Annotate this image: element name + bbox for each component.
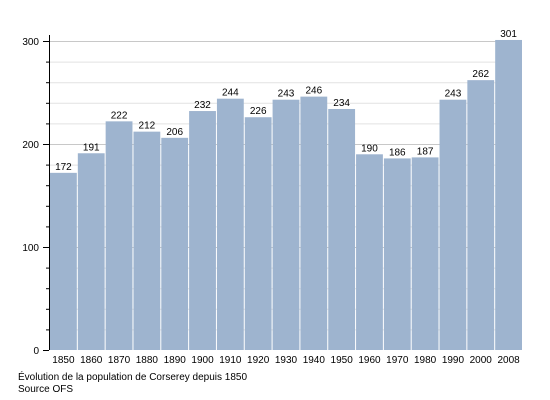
bar — [383, 158, 411, 350]
bar — [495, 39, 522, 350]
x-tick-label: 1950 — [331, 355, 354, 366]
bar — [244, 117, 272, 350]
x-tick-label: 1990 — [442, 355, 465, 366]
bar-value-label: 243 — [278, 89, 295, 100]
bar-value-label: 191 — [83, 142, 100, 153]
bar-value-label: 206 — [166, 127, 183, 138]
bar-value-label: 186 — [389, 147, 406, 158]
x-tick-label: 1880 — [136, 355, 159, 366]
x-tick-label: 1850 — [52, 355, 75, 366]
x-tick-label: 1860 — [80, 355, 103, 366]
x-tick-label: 1870 — [108, 355, 131, 366]
bar-value-label: 212 — [139, 121, 156, 132]
bar — [328, 108, 356, 350]
bar-value-label: 246 — [305, 86, 322, 97]
bar — [439, 99, 467, 351]
bar — [467, 80, 495, 350]
x-tick-label: 1900 — [191, 355, 214, 366]
bar-value-label: 301 — [500, 29, 517, 40]
bar — [356, 154, 383, 350]
x-tick-label: 1930 — [275, 355, 298, 366]
x-tick-label: 1940 — [303, 355, 326, 366]
bar-value-label: 232 — [194, 100, 211, 111]
x-tick-label: 1970 — [386, 355, 409, 366]
bar — [77, 153, 105, 350]
x-tick-label: 1910 — [219, 355, 242, 366]
bar — [105, 121, 133, 350]
bar-value-label: 262 — [472, 69, 489, 80]
y-tick-label: 200 — [22, 140, 39, 151]
bar — [133, 131, 161, 350]
bar — [216, 98, 244, 351]
x-tick-label: 1920 — [247, 355, 270, 366]
y-tick-label: 300 — [22, 37, 39, 48]
bar-value-label: 226 — [250, 106, 267, 117]
bar — [300, 96, 328, 351]
chart-source: Source OFS — [18, 384, 74, 395]
bar-value-label: 243 — [445, 89, 462, 100]
bar-value-label: 172 — [55, 162, 72, 173]
bar-value-label: 222 — [111, 110, 128, 121]
axis-layer — [43, 35, 50, 351]
y-tick-label: 0 — [33, 346, 39, 357]
bar — [50, 172, 77, 350]
x-tick-label: 2008 — [497, 355, 520, 366]
x-tick-label: 1980 — [414, 355, 437, 366]
bar-value-label: 244 — [222, 88, 239, 99]
x-tick-label: 1890 — [164, 355, 187, 366]
bar-value-label: 187 — [417, 146, 434, 157]
bar — [189, 111, 216, 350]
bar — [272, 99, 300, 351]
chart-caption: Évolution de la population de Corserey d… — [18, 372, 248, 383]
x-tick-label: 1960 — [358, 355, 381, 366]
bar-value-label: 190 — [361, 143, 378, 154]
bars-layer — [50, 39, 522, 351]
labels-layer: 1721850191186022218702121880206189023219… — [22, 29, 520, 366]
y-tick-label: 100 — [22, 243, 39, 254]
bar — [411, 157, 439, 350]
x-tick-label: 2000 — [470, 355, 493, 366]
bar-value-label: 234 — [333, 98, 350, 109]
bar — [161, 137, 189, 350]
